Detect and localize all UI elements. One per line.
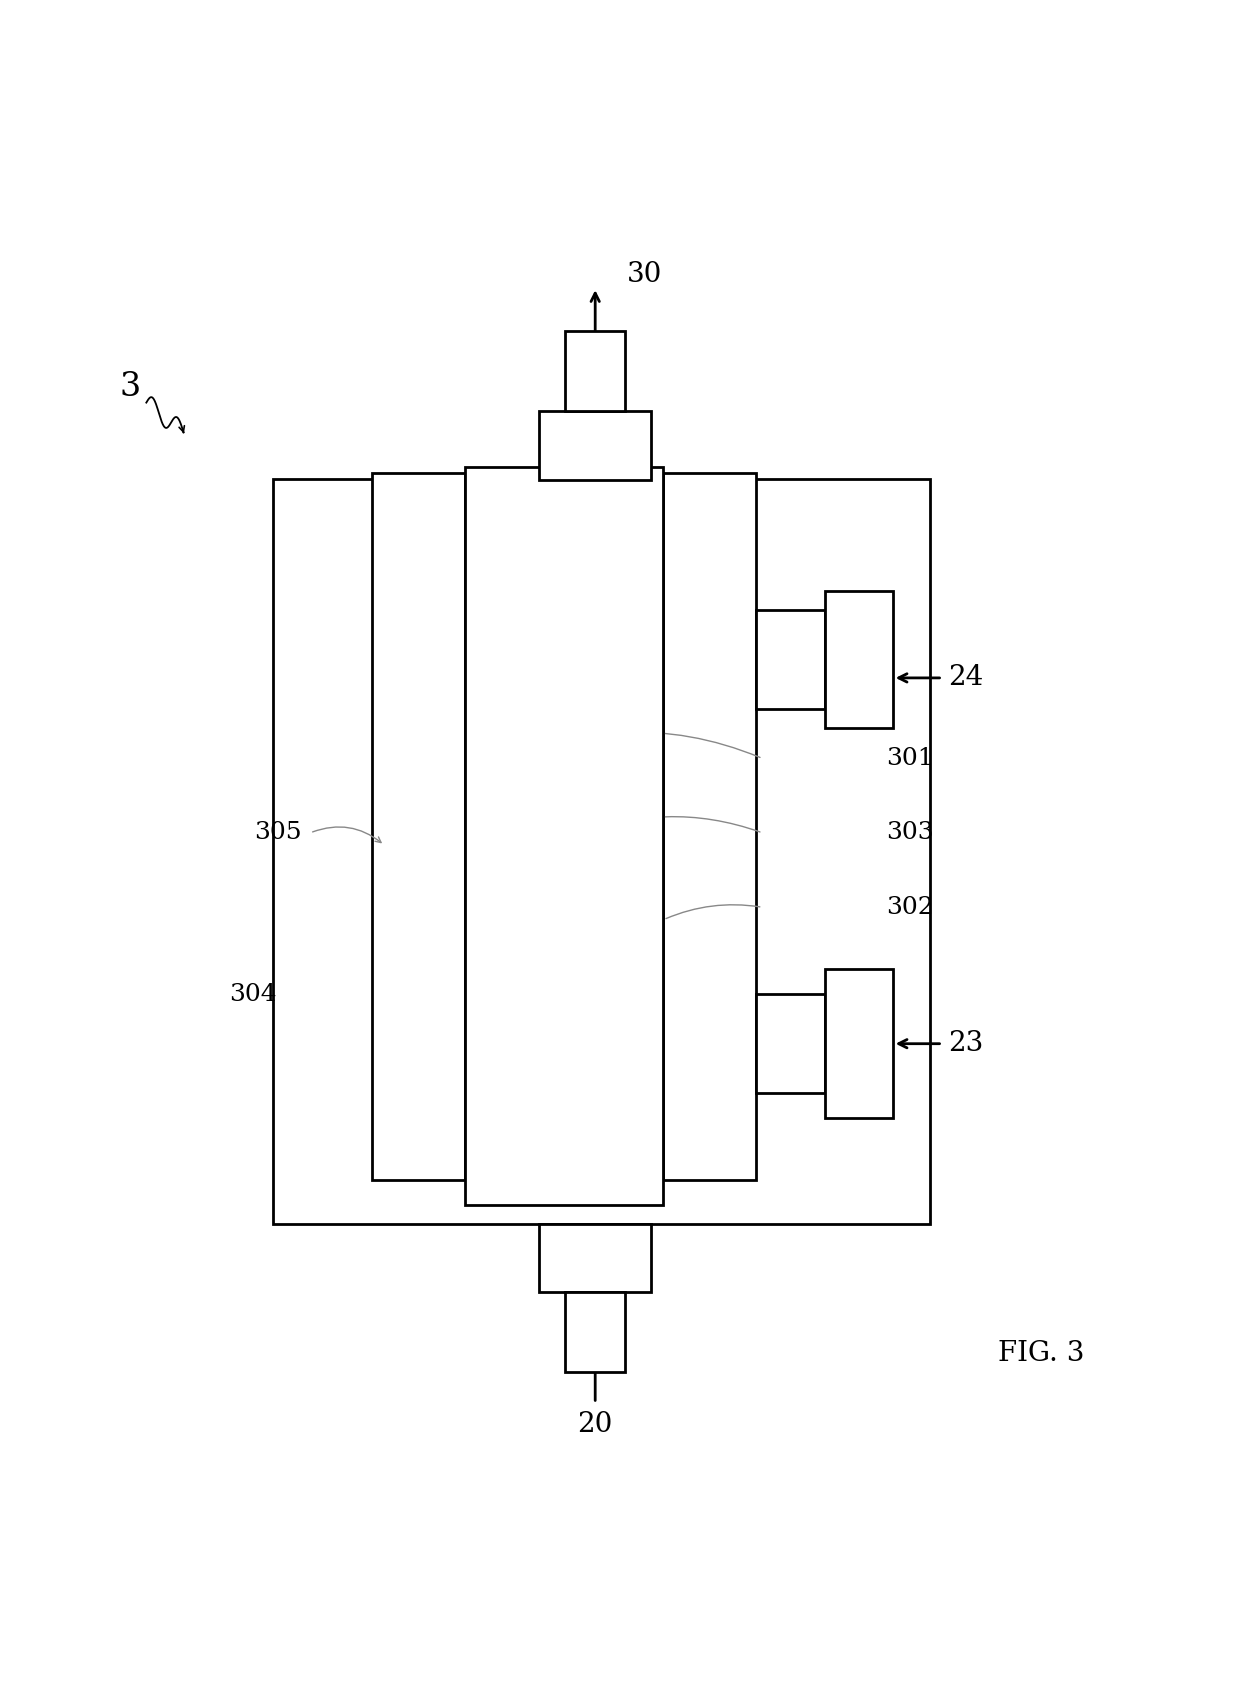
Bar	[465, 467, 663, 1206]
Text: 24: 24	[949, 664, 983, 691]
Bar	[273, 480, 930, 1223]
Text: 20: 20	[578, 1410, 613, 1437]
Text: 304: 304	[229, 983, 277, 1005]
Bar	[539, 412, 651, 480]
Text: 23: 23	[949, 1030, 983, 1058]
Bar	[539, 1223, 651, 1291]
Bar	[756, 610, 825, 708]
Text: FIG. 3: FIG. 3	[998, 1340, 1085, 1368]
Text: 305: 305	[254, 821, 301, 845]
Text: 3: 3	[119, 371, 141, 402]
Bar	[372, 473, 465, 1180]
Bar	[565, 1291, 625, 1373]
Text: 303: 303	[887, 821, 934, 845]
Bar	[825, 591, 893, 727]
Text: 30: 30	[627, 261, 662, 288]
Text: 301: 301	[887, 748, 934, 770]
Bar	[825, 969, 893, 1119]
Bar	[756, 995, 825, 1093]
Text: 302: 302	[887, 896, 934, 920]
Bar	[565, 330, 625, 412]
Bar	[663, 473, 756, 1180]
